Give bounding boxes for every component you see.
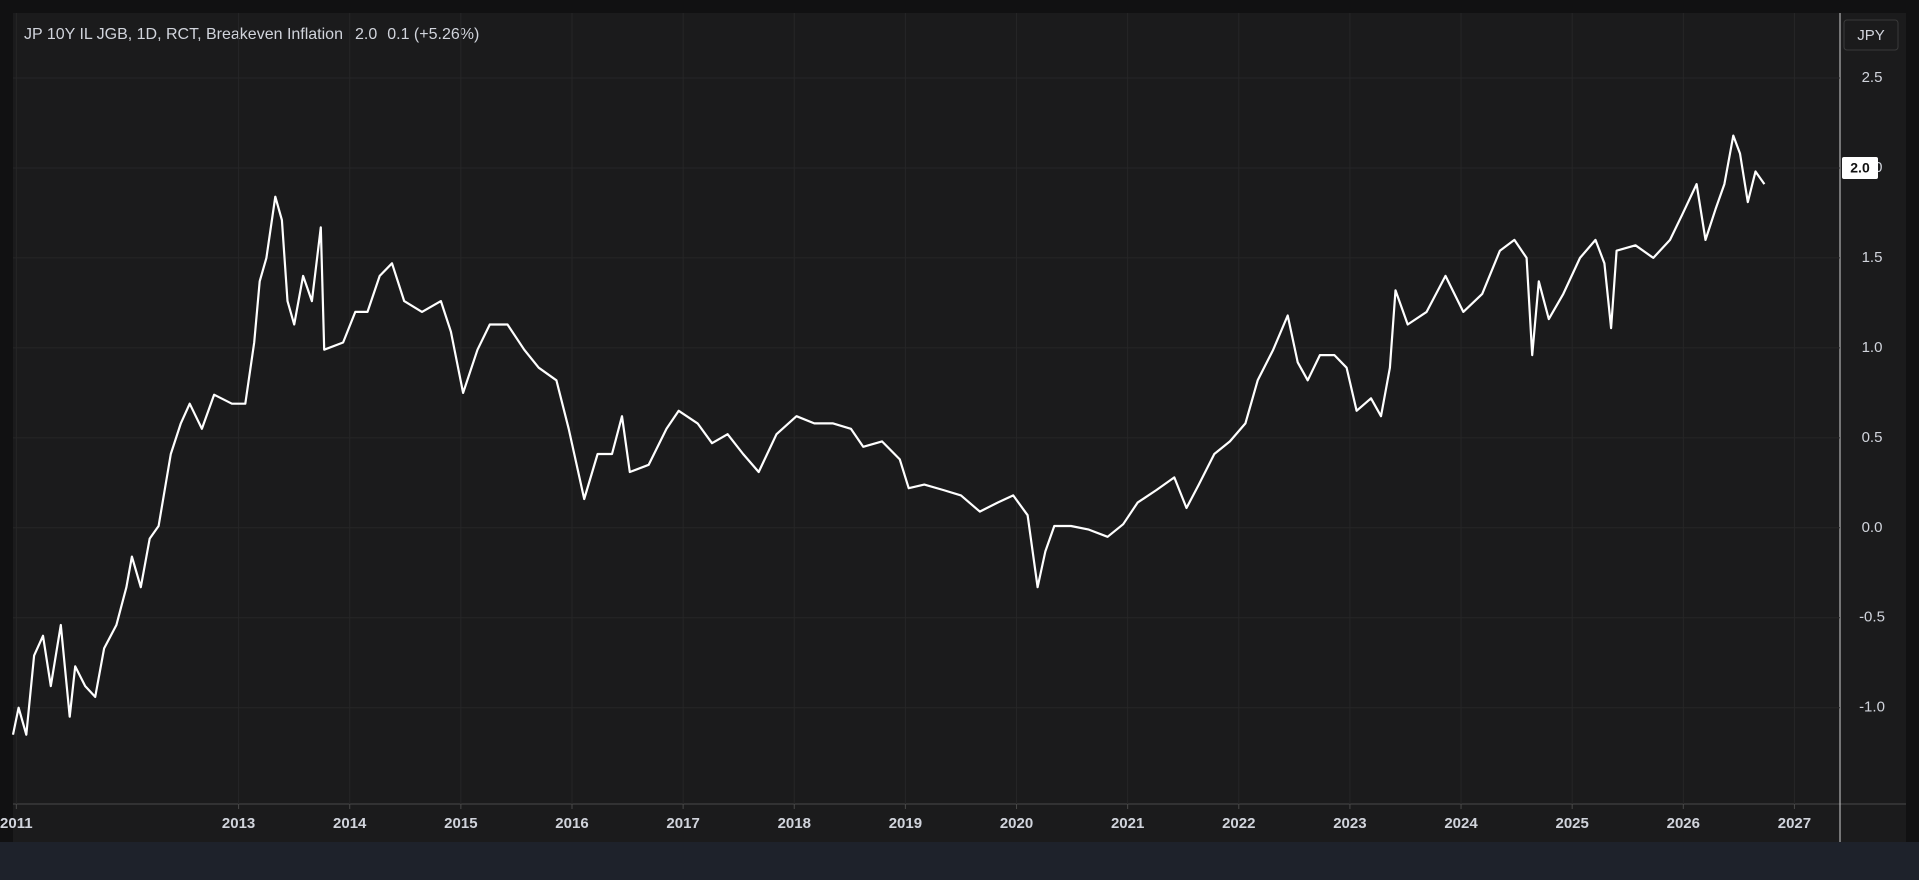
x-tick-label: 2025: [1555, 815, 1588, 832]
x-tick-label: 2019: [889, 815, 922, 832]
x-tick-label: 2023: [1333, 815, 1366, 832]
plot: [11, 134, 1766, 736]
x-tick-label: 2018: [778, 815, 811, 832]
x-tick-label: 2020: [1000, 815, 1033, 832]
series-line: [11, 134, 1766, 736]
x-tick-label: 2026: [1667, 815, 1700, 832]
x-tick-label: 2027: [1778, 815, 1811, 832]
grid: [13, 13, 1840, 809]
bottom-bar: [0, 842, 1919, 880]
x-tick-label: 2011: [0, 815, 33, 832]
x-tick-label: 2022: [1222, 815, 1255, 832]
currency-button[interactable]: [1843, 19, 1899, 51]
chart-title: JP 10Y IL JGB, 1D, RCT, Breakeven Inflat…: [24, 26, 343, 43]
x-tick-label: 2017: [666, 815, 699, 832]
y-tick-label: 1.5: [1862, 249, 1883, 266]
x-tick-label: 2016: [555, 815, 588, 832]
x-tick-label: 2014: [333, 815, 367, 832]
last-value-marker: [1842, 156, 1878, 179]
y-tick-label: -0.5: [1859, 609, 1885, 626]
y-tick-label: 1.0: [1862, 339, 1883, 356]
x-tick-label: 2024: [1444, 815, 1478, 832]
currency-label[interactable]: JPY: [1857, 27, 1885, 44]
last-value: 2.0: [355, 26, 377, 43]
y-tick-label: -1.0: [1859, 699, 1885, 716]
chart-pane: [13, 13, 1906, 842]
last-value-label: 2.0: [1850, 160, 1870, 176]
change: 0.1 (+5.26%): [387, 26, 479, 43]
y-tick-label: 0.0: [1862, 519, 1883, 536]
x-tick-label: 2013: [222, 815, 255, 832]
y-tick-label: 0.5: [1862, 429, 1883, 446]
x-tick-label: 2015: [444, 815, 477, 832]
y-tick-label: 2.5: [1862, 69, 1883, 86]
x-tick-label: 2021: [1111, 815, 1144, 832]
